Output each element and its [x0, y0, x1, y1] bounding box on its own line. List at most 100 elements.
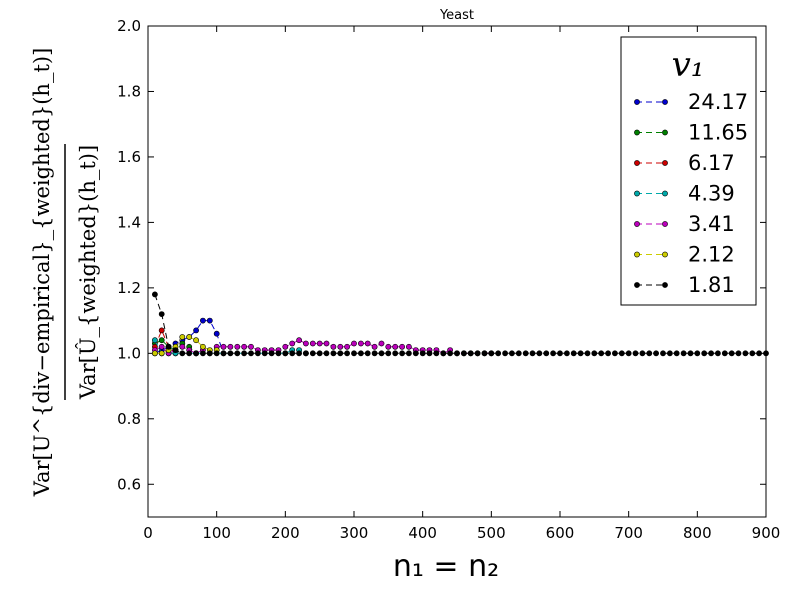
data-point [591, 350, 598, 357]
legend-label: 11.65 [688, 121, 748, 145]
data-point [639, 350, 646, 357]
legend-marker [634, 160, 640, 166]
data-point [234, 343, 241, 350]
data-point [605, 350, 611, 357]
x-tick-label: 500 [477, 524, 506, 542]
data-point [179, 334, 186, 340]
legend: v₁ 24.17 11.65 6.17 4.39 3.41 2.12 1.81 [620, 36, 757, 306]
data-point [165, 343, 172, 350]
data-point [405, 350, 412, 357]
series-line-2.12 [154, 336, 217, 354]
legend-item-6.17: 6.17 [634, 151, 735, 175]
data-point [433, 350, 440, 357]
data-point [502, 350, 508, 357]
data-point [399, 343, 405, 350]
legend-item-11.65: 11.65 [634, 121, 748, 145]
y-tick-label: 1.0 [117, 344, 141, 362]
y-tick-label: 1.4 [117, 213, 141, 231]
legend-items: 24.17 11.65 6.17 4.39 3.41 2.12 1.81 [634, 90, 748, 297]
data-point [536, 350, 543, 357]
legend-item-24.17: 24.17 [634, 90, 748, 114]
legend-label: 6.17 [688, 151, 735, 175]
data-point [234, 350, 241, 357]
data-point [570, 350, 577, 357]
legend-label: 2.12 [688, 243, 735, 267]
data-point [577, 350, 584, 357]
series-3.41 [151, 337, 495, 357]
legend-label: 3.41 [688, 212, 735, 236]
x-tick-label: 400 [408, 524, 437, 542]
data-point [344, 350, 350, 357]
data-point [495, 350, 502, 357]
data-point [158, 337, 165, 344]
plot-frame [147, 25, 767, 518]
data-point [193, 327, 199, 334]
legend-item-4.39: 4.39 [634, 182, 735, 206]
data-point [735, 350, 742, 357]
data-point [323, 340, 330, 347]
data-point [282, 343, 289, 350]
data-point [364, 340, 371, 347]
x-tick-label: 700 [614, 524, 643, 542]
y-axis: 0.6 0.8 1.0 1.2 1.4 1.6 1.8 2.0 [117, 17, 766, 493]
legend-title: v₁ [672, 45, 705, 85]
data-point [158, 311, 165, 317]
data-point [508, 350, 515, 357]
legend-marker [662, 129, 668, 136]
x-tick-label: 0 [143, 524, 153, 542]
legend-marker [662, 160, 668, 166]
data-point [385, 343, 392, 350]
x-axis: 0 100 200 300 400 500 600 700 800 900 [143, 26, 780, 542]
data-point [742, 350, 749, 357]
legend-marker [634, 251, 640, 258]
data-point [660, 350, 666, 357]
legend-label: 24.17 [688, 90, 748, 114]
x-tick-label: 800 [683, 524, 712, 542]
data-point [172, 347, 179, 353]
data-point [564, 350, 570, 357]
y-axis-label-numerator: Var[U^{div−empirical}_{weighted}(h_t)] [30, 48, 54, 498]
data-point [151, 350, 158, 357]
data-point [309, 350, 316, 357]
legend-marker [662, 221, 668, 227]
data-point [151, 291, 158, 298]
data-point [193, 337, 199, 344]
series-1.81 [151, 291, 769, 357]
data-point [193, 350, 199, 357]
data-point [708, 350, 714, 357]
y-tick-label: 1.6 [117, 148, 141, 166]
data-point [248, 343, 254, 350]
data-point [220, 343, 227, 350]
data-point [199, 350, 206, 357]
data-point [289, 350, 296, 357]
data-point [371, 343, 378, 350]
data-point [227, 350, 234, 357]
data-point [337, 343, 344, 350]
data-point [186, 334, 193, 340]
data-point [296, 350, 302, 357]
legend-marker [634, 129, 640, 136]
series-line-6.17 [154, 329, 176, 354]
data-point [426, 350, 433, 357]
legend-item-2.12: 2.12 [634, 243, 735, 267]
data-point [206, 317, 213, 324]
data-point [440, 350, 447, 357]
data-point [330, 350, 337, 357]
y-tick-label: 1.2 [117, 279, 141, 297]
data-point [351, 350, 357, 357]
data-point [673, 350, 680, 357]
data-point [186, 350, 193, 357]
data-point [199, 343, 206, 350]
data-point [756, 350, 762, 357]
data-point [309, 340, 316, 347]
x-tick-label: 900 [752, 524, 781, 542]
data-point [316, 350, 323, 357]
data-point [454, 350, 460, 357]
data-point [241, 350, 247, 357]
legend-marker [662, 251, 668, 258]
data-point [680, 350, 687, 357]
data-point [550, 350, 556, 357]
data-point [364, 350, 371, 357]
data-point [330, 343, 337, 350]
